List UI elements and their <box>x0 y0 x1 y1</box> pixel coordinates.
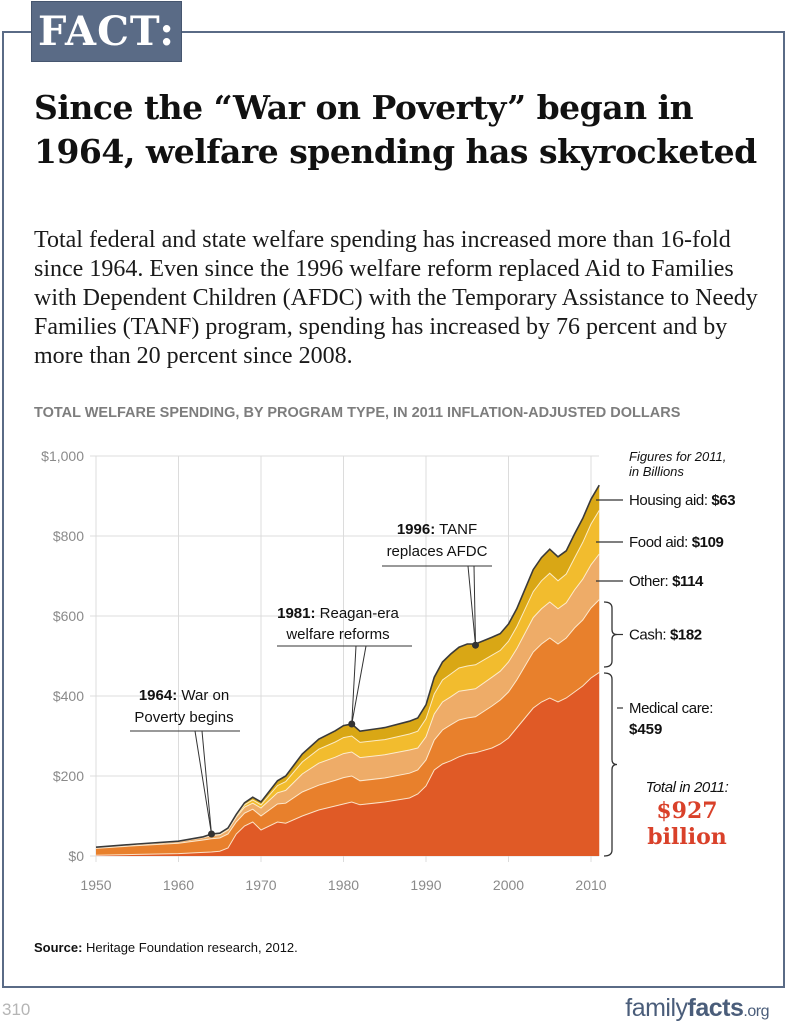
legend-value: $182 <box>670 627 702 644</box>
area-cash <box>96 599 600 856</box>
annotation-leader <box>467 565 476 646</box>
annotation-leader <box>351 645 357 725</box>
medical-brace <box>603 672 618 857</box>
annotation-year: 1981: <box>277 605 315 622</box>
annotation-year: 1964: <box>139 687 177 704</box>
y-tick-label: $1,000 <box>41 448 84 464</box>
annotation-leader <box>351 645 367 725</box>
area-medical-care <box>96 672 600 856</box>
annotation-text: War on <box>177 687 229 704</box>
total-value: $927 <box>656 798 717 824</box>
annotation-1981: 1981: Reagan-era welfare reforms <box>277 605 412 728</box>
source-text: Heritage Foundation research, 2012. <box>82 940 298 955</box>
legend-value: $109 <box>692 534 724 551</box>
x-tick-label: 1950 <box>80 877 111 893</box>
page-number: 310 <box>2 1000 31 1019</box>
y-tick-label: $400 <box>53 688 84 704</box>
annotation-line2: Poverty begins <box>134 709 233 726</box>
x-tick-label: 1980 <box>328 877 359 893</box>
legend-name: Food aid: <box>629 534 692 551</box>
annotations: 1964: War on Poverty begins 1981: Reagan-e… <box>130 521 492 838</box>
source-note: Source: Heritage Foundation research, 20… <box>34 940 298 955</box>
layer-separator <box>95 599 600 849</box>
card-frame <box>2 31 785 988</box>
total-outline <box>95 484 600 848</box>
legend-value: $459 <box>629 721 662 738</box>
annotation-text: TANF <box>435 521 477 538</box>
annotation-text: Reagan-era <box>315 605 399 622</box>
annotation-leader <box>473 565 476 646</box>
annotation-line1: 1996: TANF <box>397 521 477 538</box>
annotation-line1: 1964: War on <box>139 687 229 704</box>
logo-part-facts: facts <box>687 994 744 1022</box>
x-axis-ticks: 1950 1960 1970 1980 1990 2000 2010 <box>80 877 606 893</box>
legend-label: Cash: $182 <box>629 627 702 644</box>
logo-part-family: family <box>625 994 688 1022</box>
annotation-1996: 1996: TANF replaces AFDC <box>382 521 492 649</box>
annotation-line2: welfare reforms <box>285 626 389 643</box>
annotation-year: 1996: <box>397 521 435 538</box>
y-tick-label: $200 <box>53 768 84 784</box>
legend-label: Housing aid: $63 <box>629 492 735 509</box>
right-legend: Figures for 2011,in Billions Housing aid:… <box>596 449 736 857</box>
annotation-leader <box>194 730 212 835</box>
legend-name: Housing aid: <box>629 492 711 509</box>
legend-value: $63 <box>711 492 735 509</box>
annotation-dot <box>348 720 356 728</box>
layer-separator <box>95 553 600 849</box>
y-tick-label: $600 <box>53 608 84 624</box>
legend-label: Medical care: <box>629 700 713 717</box>
source-label: Source: <box>34 940 83 955</box>
annotation-1964: 1964: War on Poverty begins <box>130 687 240 838</box>
logo-part-org: .org <box>743 1003 769 1020</box>
legend-value: $114 <box>672 573 704 590</box>
cash-brace <box>603 601 618 668</box>
y-tick-label: $800 <box>53 528 84 544</box>
familyfacts-logo[interactable]: familyfacts.org <box>625 994 769 1023</box>
total-label: Total in 2011: <box>646 779 729 796</box>
x-tick-label: 2010 <box>575 877 606 893</box>
x-tick-label: 2000 <box>493 877 524 893</box>
annotation-leader <box>201 730 212 835</box>
x-tick-label: 1960 <box>163 877 194 893</box>
annotation-line2: replaces AFDC <box>387 543 488 560</box>
headline: Since the “War on Poverty” began in 1964… <box>34 88 757 171</box>
chart-title: TOTAL WELFARE SPENDING, BY PROGRAM TYPE,… <box>34 405 681 421</box>
legend-note: in Billions <box>629 464 684 479</box>
total-unit: billion <box>647 824 726 850</box>
annotation-dot <box>208 830 215 838</box>
annotation-line1: 1981: Reagan-era <box>277 605 399 622</box>
y-tick-label: $0 <box>68 848 84 864</box>
stacked-area-chart: $0 $200 $400 $600 $800 $1,000 1950 1960 1970 198… <box>41 448 736 893</box>
legend-name: Cash: <box>629 627 670 644</box>
x-tick-label: 1970 <box>245 877 276 893</box>
dek-paragraph: Total federal and state welfare spending… <box>34 227 758 369</box>
legend-name: Other: <box>629 573 672 590</box>
legend-label: Food aid: $109 <box>629 534 724 551</box>
legend-label: Other: $114 <box>629 573 704 590</box>
layer-separator <box>95 671 600 856</box>
area-layers <box>95 484 600 856</box>
y-axis-ticks: $0 $200 $400 $600 $800 $1,000 <box>41 448 84 864</box>
legend-note: Figures for 2011, <box>629 449 726 464</box>
annotation-dot <box>472 641 479 649</box>
x-tick-label: 1990 <box>410 877 441 893</box>
fact-badge: FACT: <box>31 1 182 62</box>
